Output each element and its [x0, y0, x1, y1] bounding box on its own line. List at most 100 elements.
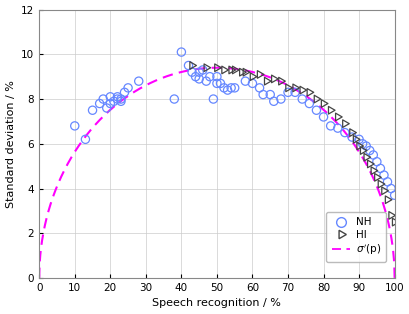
Point: [369, 168, 376, 173]
Point: [96, 101, 103, 106]
Point: [117, 99, 124, 104]
Point: [114, 94, 120, 99]
Point: [373, 175, 379, 180]
Point: [82, 137, 88, 142]
Point: [241, 70, 248, 75]
Point: [341, 130, 347, 135]
Point: [383, 179, 390, 184]
Point: [256, 72, 262, 77]
Point: [103, 106, 110, 111]
Point: [355, 137, 362, 142]
Y-axis label: Standard deviation / %: Standard deviation / %: [6, 80, 16, 208]
Point: [391, 193, 397, 198]
Point: [227, 68, 234, 73]
Point: [110, 99, 117, 104]
Point: [213, 74, 220, 79]
Point: [380, 173, 387, 178]
Point: [185, 63, 191, 68]
Point: [334, 126, 340, 131]
Point: [284, 85, 290, 90]
Point: [376, 181, 383, 187]
Point: [369, 153, 376, 158]
Legend: NH, HI, $\sigma'$(p): NH, HI, $\sigma'$(p): [326, 212, 385, 262]
Point: [199, 68, 205, 73]
Point: [124, 85, 131, 90]
Point: [231, 85, 237, 90]
Point: [217, 81, 223, 86]
Point: [266, 92, 273, 97]
Point: [188, 70, 195, 75]
Point: [220, 68, 227, 73]
Point: [383, 197, 390, 202]
Point: [387, 186, 393, 191]
Point: [213, 81, 220, 86]
Point: [359, 141, 365, 146]
X-axis label: Speech recognition / %: Speech recognition / %: [152, 298, 281, 308]
Point: [114, 96, 120, 101]
Point: [387, 213, 393, 218]
Point: [241, 78, 248, 84]
Point: [366, 161, 372, 166]
Point: [373, 159, 379, 164]
Point: [135, 78, 142, 84]
Point: [121, 90, 128, 95]
Point: [362, 155, 369, 160]
Point: [227, 85, 234, 90]
Point: [192, 74, 198, 79]
Point: [366, 148, 372, 153]
Point: [224, 88, 230, 93]
Point: [391, 219, 397, 225]
Point: [107, 94, 113, 99]
Point: [196, 76, 202, 81]
Point: [196, 70, 202, 75]
Point: [256, 85, 262, 90]
Point: [291, 90, 298, 95]
Point: [355, 143, 362, 149]
Point: [249, 81, 255, 86]
Point: [298, 96, 305, 101]
Point: [220, 85, 227, 90]
Point: [348, 130, 354, 135]
Point: [351, 137, 358, 142]
Point: [348, 135, 354, 140]
Point: [209, 96, 216, 101]
Point: [202, 65, 209, 70]
Point: [341, 121, 347, 126]
Point: [359, 148, 365, 153]
Point: [117, 96, 124, 101]
Point: [291, 85, 298, 90]
Point: [202, 78, 209, 84]
Point: [334, 114, 340, 119]
Point: [277, 78, 283, 84]
Point: [380, 188, 387, 193]
Point: [206, 74, 213, 79]
Point: [100, 96, 106, 101]
Point: [178, 50, 184, 55]
Point: [171, 96, 177, 101]
Point: [319, 101, 326, 106]
Point: [107, 101, 113, 106]
Point: [326, 108, 333, 113]
Point: [249, 74, 255, 79]
Point: [259, 92, 266, 97]
Point: [270, 76, 276, 81]
Point: [263, 78, 269, 84]
Point: [270, 99, 276, 104]
Point: [305, 90, 312, 95]
Point: [298, 88, 305, 93]
Point: [231, 68, 237, 73]
Point: [277, 96, 283, 101]
Point: [319, 114, 326, 119]
Point: [213, 65, 220, 70]
Point: [238, 70, 245, 75]
Point: [312, 96, 319, 101]
Point: [312, 108, 319, 113]
Point: [188, 63, 195, 68]
Point: [71, 123, 78, 128]
Point: [89, 108, 96, 113]
Point: [376, 166, 383, 171]
Point: [284, 90, 290, 95]
Point: [305, 101, 312, 106]
Point: [326, 123, 333, 128]
Point: [362, 143, 369, 149]
